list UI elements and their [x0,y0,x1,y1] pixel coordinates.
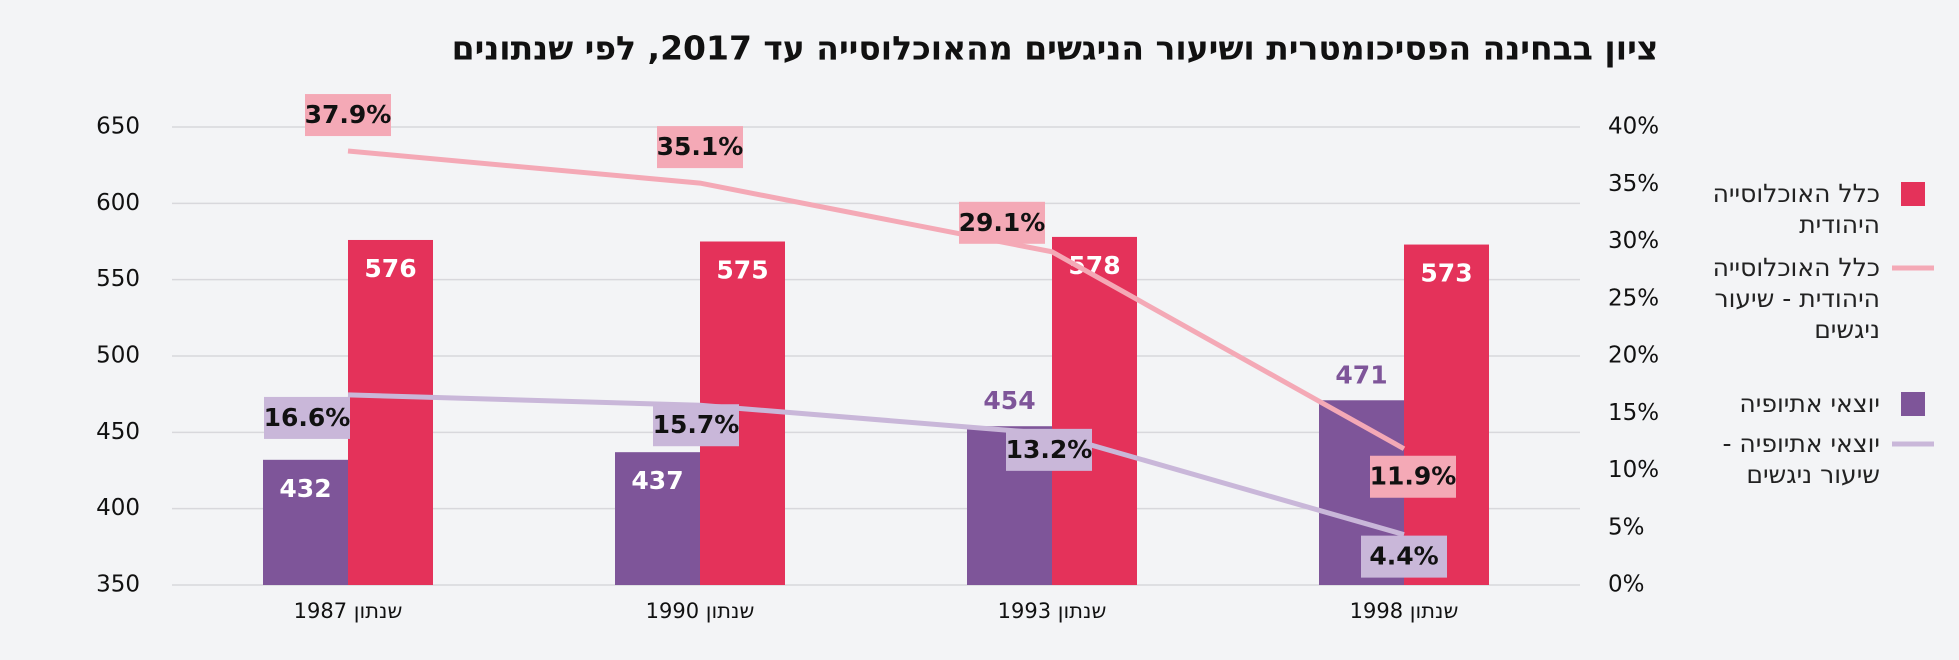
value-label-box [305,94,391,137]
y2-tick-label: 25% [1608,285,1659,311]
legend-entry: יוצאי אתיופיה - שיעור ניגשים [1722,429,1880,489]
bar [615,452,700,585]
value-label-box [264,396,350,439]
y2-tick-label: 15% [1608,400,1659,426]
value-label-box [1006,428,1092,471]
bar-value-label: 471 [1335,360,1387,389]
legend-entry: כלל האוכלוסייה היהודית - שיעור ניגשים [1712,253,1880,344]
line-value-label: 15.7% [653,410,740,439]
value-label-box [653,404,739,447]
line-value-label: 35.1% [657,132,744,161]
bar [1052,236,1137,586]
bar-value-label: 575 [716,256,768,285]
bar-value-label: 432 [279,474,331,503]
bar [263,459,348,585]
bar [1404,244,1489,585]
line-value-label: 37.9% [305,100,392,129]
y2-tick-label: 40% [1608,114,1659,140]
y-tick-label: 450 [96,419,140,445]
y2-tick-label: 10% [1608,457,1659,483]
bar-value-label: 576 [364,254,416,283]
line-value-label: 16.6% [264,403,351,432]
y2-tick-label: 5% [1608,514,1645,540]
value-label-box [1370,455,1456,498]
line-value-label: 29.1% [959,208,1046,237]
bar-value-label: 454 [983,386,1035,415]
y-tick-label: 650 [96,114,140,140]
line-value-label: 13.2% [1006,435,1093,464]
bar-value-label: 437 [631,466,683,495]
y-tick-label: 500 [96,343,140,369]
y-tick-label: 350 [96,572,140,598]
line [347,148,1406,451]
y-tick-label: 400 [96,495,140,521]
legend-entry: יוצאי אתיופיה [1739,389,1880,418]
y2-tick-label: 30% [1608,228,1659,254]
y2-tick-label: 20% [1608,343,1659,369]
value-label-box [959,201,1045,244]
chart-title: ציון בבחינה הפסיכומטרית ושיעור הניגשים מ… [452,29,1659,68]
line [347,392,1405,538]
x-tick-label: שנתון 1998 [1350,599,1459,623]
x-tick-label: שנתון 1987 [294,599,403,623]
y2-tick-label: 35% [1608,171,1659,197]
bar-value-label: 573 [1420,259,1472,288]
y2-tick-label: 0% [1608,572,1645,598]
x-tick-label: שנתון 1990 [646,599,755,623]
line-value-label: 11.9% [1370,462,1457,491]
legend-swatch [1901,392,1925,416]
legend-entry: כלל האוכלוסייה היהודית [1712,179,1880,239]
y-tick-label: 550 [96,266,140,292]
value-label-box [657,126,743,169]
line-value-label: 4.4% [1369,542,1438,571]
y-tick-label: 600 [96,190,140,216]
value-label-box [1361,535,1447,578]
x-tick-label: שנתון 1993 [998,599,1107,623]
legend-swatch [1901,182,1925,206]
bar [348,239,433,585]
